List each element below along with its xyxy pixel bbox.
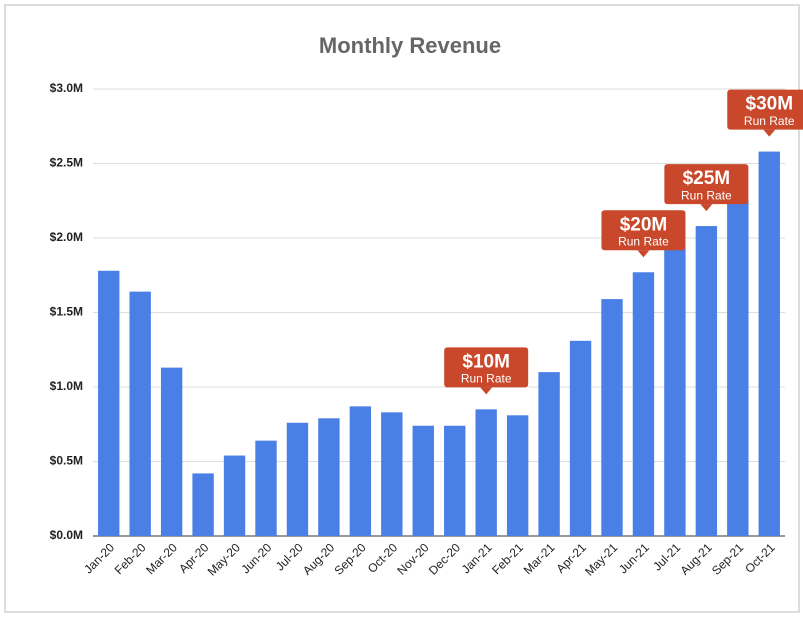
- y-tick-label: $1.5M: [50, 305, 83, 319]
- y-tick-label: $0.0M: [50, 528, 83, 542]
- bar: [129, 291, 151, 536]
- bar: [538, 372, 560, 536]
- callout-pointer: [637, 250, 650, 258]
- callout-value: $20M: [620, 214, 668, 235]
- bar: [664, 248, 686, 536]
- bar: [727, 199, 749, 536]
- bar: [695, 226, 718, 536]
- callout-box: [727, 89, 803, 130]
- bar: [223, 455, 246, 536]
- callout-subtext: Run Rate: [461, 372, 512, 386]
- bar: [569, 340, 592, 536]
- callout-box: [601, 210, 686, 251]
- bar: [412, 425, 434, 536]
- bar: [601, 299, 623, 536]
- bar: [444, 425, 466, 536]
- callout-box: [444, 347, 529, 388]
- bar: [98, 270, 120, 536]
- y-tick-label: $0.5M: [50, 454, 83, 468]
- callout-value: $10M: [462, 351, 510, 372]
- callout-pointer: [700, 204, 713, 212]
- callout-value: $25M: [683, 168, 731, 189]
- bar: [758, 151, 780, 536]
- callout-subtext: Run Rate: [681, 188, 732, 202]
- bar: [286, 422, 309, 536]
- bar: [506, 415, 529, 536]
- y-tick-label: $2.5M: [50, 156, 83, 170]
- callout-pointer: [480, 387, 493, 395]
- bar: [475, 409, 497, 536]
- chart-title: Monthly Revenue: [319, 33, 501, 58]
- bar: [632, 272, 655, 536]
- bar: [349, 406, 372, 536]
- bar: [381, 412, 403, 536]
- callout-pointer: [763, 129, 776, 137]
- callout-box: [664, 164, 749, 205]
- callout-value: $30M: [746, 94, 794, 115]
- y-tick-label: $2.0M: [50, 230, 83, 244]
- y-tick-label: $3.0M: [50, 81, 83, 95]
- callout-subtext: Run Rate: [744, 114, 795, 128]
- y-tick-label: $1.0M: [50, 379, 83, 393]
- callout-subtext: Run Rate: [618, 234, 669, 248]
- bar: [192, 473, 214, 536]
- bar: [160, 367, 183, 536]
- bar: [255, 440, 277, 536]
- bar: [318, 418, 340, 536]
